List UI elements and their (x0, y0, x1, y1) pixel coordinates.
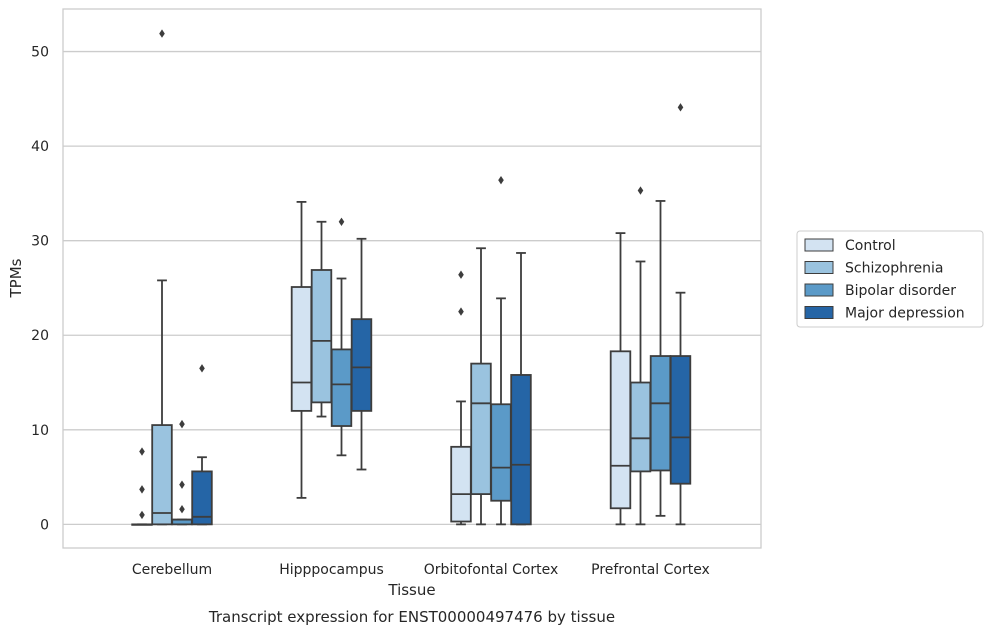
legend-frame (796, 230, 984, 328)
legend-label: Control (845, 238, 896, 254)
outlier-point (677, 103, 684, 112)
legend-items: Control Schizophrenia Bipolar disorder Majo… (804, 238, 965, 322)
box-major-depression (350, 237, 373, 471)
legend: Control Schizophrenia Bipolar disorder Majo… (796, 230, 984, 328)
box-iqr (350, 318, 373, 412)
outlier-point (458, 307, 464, 316)
legend-label: Bipolar disorder (845, 283, 956, 299)
y-tick-label: 20 (31, 328, 49, 344)
outlier-point (179, 480, 185, 489)
outlier-point (637, 186, 644, 195)
box-control (290, 201, 313, 499)
box-iqr (510, 374, 532, 526)
y-tick-label: 30 (31, 234, 49, 250)
box-iqr (290, 286, 313, 412)
box-bipolar-disorder (649, 200, 672, 517)
outlier-point (139, 447, 145, 456)
box-schizophrenia (151, 29, 173, 526)
box-major-depression (191, 364, 213, 526)
box-schizophrenia (310, 220, 333, 418)
outlier-point (139, 510, 145, 520)
x-tick-label: Prefrontal Cortex (591, 562, 710, 578)
box-iqr (450, 445, 472, 523)
box-iqr (470, 362, 492, 495)
legend-swatch (804, 261, 834, 274)
box-major-depression (510, 252, 532, 526)
outlier-point (498, 175, 504, 185)
box-schizophrenia (470, 247, 492, 526)
x-tick-label: Orbitofontal Cortex (424, 562, 559, 578)
box-iqr (649, 355, 672, 472)
box-iqr (609, 350, 632, 510)
box-iqr (490, 403, 512, 502)
outlier-point (139, 485, 145, 494)
x-ticks: Cerebellum Hipppocampus Orbitofontal Corte… (132, 562, 710, 578)
box-bipolar-disorder (171, 419, 193, 526)
y-tick-label: 50 (31, 45, 49, 61)
box-control (609, 232, 632, 526)
box-schizophrenia (629, 186, 652, 526)
y-tick-label: 10 (31, 423, 49, 439)
box-bipolar-disorder (490, 175, 512, 526)
outlier-point (179, 505, 185, 514)
outlier-point (159, 29, 165, 38)
y-axis-label: TPMs (7, 258, 25, 298)
box-bipolar-disorder (330, 217, 353, 457)
x-tick-label: Hipppocampus (279, 562, 384, 578)
box-iqr (310, 269, 333, 404)
legend-label: Schizophrenia (845, 261, 943, 277)
y-tick-label: 40 (31, 139, 49, 155)
legend-swatch (804, 238, 834, 252)
outlier-point (199, 364, 205, 373)
legend-swatch (804, 306, 834, 319)
box-iqr (191, 470, 213, 526)
boxes-layer (131, 29, 692, 526)
legend-swatch (804, 283, 834, 297)
box-iqr (669, 355, 692, 485)
outlier-point (458, 270, 464, 279)
legend-label: Major depression (845, 306, 965, 322)
plot-frame (62, 8, 762, 549)
chart-caption: Transcript expression for ENST0000049747… (208, 608, 615, 626)
box-control (131, 447, 153, 526)
box-iqr (629, 381, 652, 473)
box-major-depression (669, 103, 692, 526)
box-control (450, 270, 472, 526)
y-ticks: 0 10 20 30 40 50 (31, 45, 49, 534)
y-tick-label: 0 (40, 517, 49, 533)
x-tick-label: Cerebellum (132, 562, 212, 578)
outlier-point (338, 217, 345, 226)
outlier-point (179, 419, 185, 429)
box-iqr (151, 424, 173, 526)
x-axis-label: Tissue (387, 581, 435, 599)
box-iqr (330, 348, 353, 427)
